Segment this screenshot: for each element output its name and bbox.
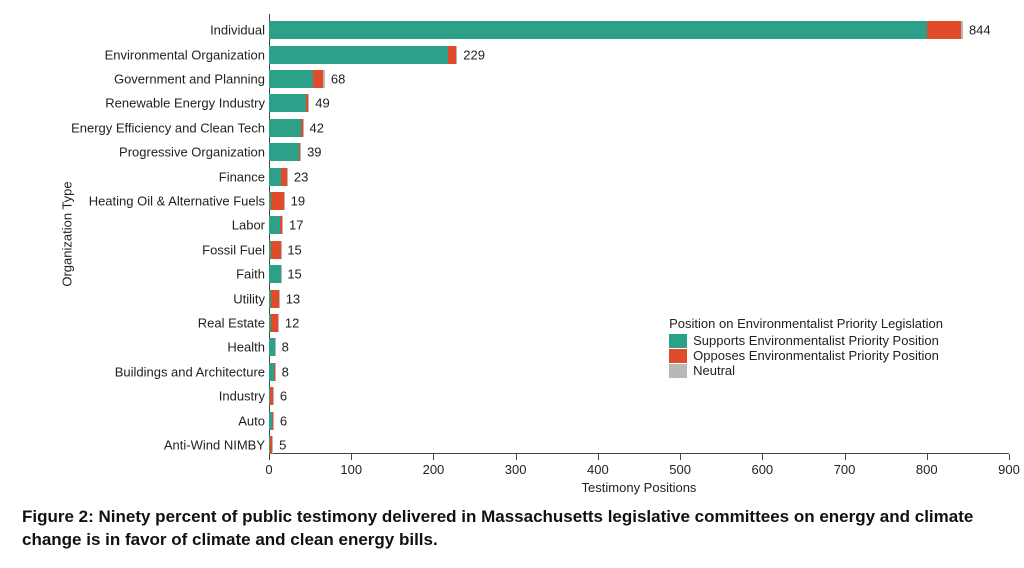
category-label: Auto [238,413,269,428]
bar-segment-supports [269,168,281,186]
bar-segment-opposes [927,21,962,39]
bar-row: Anti-Wind NIMBY5 [269,436,1009,454]
bar-total-label: 15 [281,242,301,257]
x-tick-label: 600 [751,454,773,477]
x-tick-label: 100 [340,454,362,477]
category-label: Government and Planning [114,72,269,87]
bar-total-label: 6 [274,389,287,404]
figure-caption: Figure 2: Ninety percent of public testi… [22,506,1002,552]
x-tick-label: 0 [265,454,272,477]
bar-total-label: 6 [274,413,287,428]
category-label: Buildings and Architecture [115,364,269,379]
bar-segment-supports [269,21,927,39]
category-label: Utility [233,291,269,306]
category-label: Faith [236,267,269,282]
bar-row: Energy Efficiency and Clean Tech42 [269,119,1009,137]
x-tick-label: 300 [505,454,527,477]
bar-total-label: 15 [281,267,301,282]
bar-segment-opposes [448,46,456,64]
x-tick-label: 500 [669,454,691,477]
bar-row: Government and Planning68 [269,70,1009,88]
bar-total-label: 42 [304,120,324,135]
y-axis-title: Organization Type [60,181,75,286]
bar-total-label: 8 [276,364,289,379]
bar-segment-supports [269,216,280,234]
bar-total-label: 13 [280,291,300,306]
category-label: Energy Efficiency and Clean Tech [71,120,269,135]
bar-segment-supports [269,46,448,64]
bar-row: Heating Oil & Alternative Fuels19 [269,192,1009,210]
bar-total-label: 8 [276,340,289,355]
bar-row: Industry6 [269,387,1009,405]
bar-row: Finance23 [269,168,1009,186]
bar-total-label: 17 [283,218,303,233]
bar-row: Renewable Energy Industry49 [269,94,1009,112]
category-label: Labor [232,218,269,233]
bar-row: Labor17 [269,216,1009,234]
category-label: Industry [219,389,269,404]
bar-segment-opposes [271,290,278,308]
chart-area: Organization Type Testimony Positions 01… [60,14,1020,488]
x-tick-label: 700 [834,454,856,477]
legend: Position on Environmentalist Priority Le… [663,312,949,382]
x-tick-label: 200 [423,454,445,477]
bar-segment-supports [269,265,281,283]
bar-row: Progressive Organization39 [269,143,1009,161]
category-label: Fossil Fuel [202,242,269,257]
legend-swatch [669,364,687,378]
bar-total-label: 39 [301,145,321,160]
category-label: Individual [210,23,269,38]
bar-total-label: 23 [288,169,308,184]
category-label: Environmental Organization [105,47,269,62]
bar-segment-opposes [271,192,283,210]
bar-segment-opposes [271,241,281,259]
category-label: Finance [219,169,269,184]
legend-swatch [669,334,687,348]
legend-label: Neutral [693,363,735,378]
category-label: Real Estate [198,316,269,331]
x-tick-label: 800 [916,454,938,477]
bar-segment-supports [269,143,299,161]
x-tick-label: 400 [587,454,609,477]
bar-segment-supports [269,94,306,112]
x-tick-label: 900 [998,454,1020,477]
legend-label: Opposes Environmentalist Priority Positi… [693,348,939,363]
legend-swatch [669,349,687,363]
bar-segment-supports [269,70,313,88]
plot-region: Testimony Positions 01002003004005006007… [269,14,1009,454]
bar-row: Auto6 [269,412,1009,430]
bar-row: Utility13 [269,290,1009,308]
bar-row: Individual844 [269,21,1009,39]
bar-total-label: 19 [285,194,305,209]
category-label: Anti-Wind NIMBY [164,438,269,453]
legend-title: Position on Environmentalist Priority Le… [669,316,943,331]
bar-total-label: 12 [279,316,299,331]
bar-total-label: 49 [309,96,329,111]
bar-total-label: 229 [457,47,485,62]
bar-row: Faith15 [269,265,1009,283]
bar-segment-opposes [313,70,323,88]
category-label: Health [227,340,269,355]
legend-item: Supports Environmentalist Priority Posit… [669,333,943,348]
category-label: Heating Oil & Alternative Fuels [89,194,269,209]
bar-total-label: 844 [963,23,991,38]
legend-item: Opposes Environmentalist Priority Positi… [669,348,943,363]
page-container: Organization Type Testimony Positions 01… [0,0,1024,568]
bar-total-label: 5 [273,438,286,453]
bar-row: Fossil Fuel15 [269,241,1009,259]
category-label: Progressive Organization [119,145,269,160]
x-axis-title: Testimony Positions [582,480,697,495]
category-label: Renewable Energy Industry [105,96,269,111]
bar-total-label: 68 [325,72,345,87]
legend-label: Supports Environmentalist Priority Posit… [693,333,939,348]
bar-segment-supports [269,119,301,137]
bar-row: Environmental Organization229 [269,46,1009,64]
bar-segment-opposes [271,314,278,332]
legend-item: Neutral [669,363,943,378]
